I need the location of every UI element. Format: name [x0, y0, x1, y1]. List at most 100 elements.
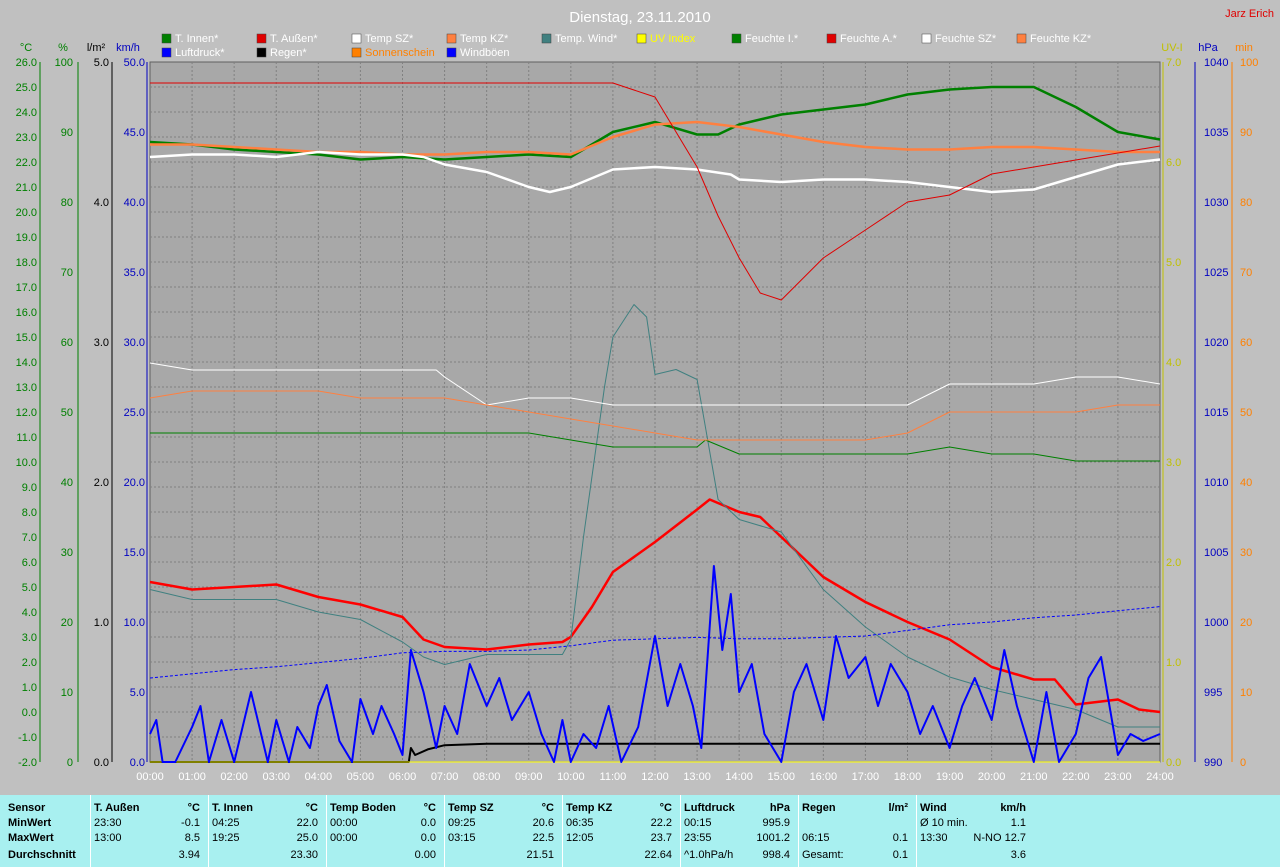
tick-label-wind: 30.0: [124, 337, 145, 349]
tick-label-sun: 40: [1240, 477, 1252, 489]
tick-label-temp: 1.0: [22, 682, 37, 694]
cell-time: 09:25: [448, 817, 476, 829]
cell-time: 19:25: [212, 832, 240, 844]
cell-time: 13:00: [94, 832, 122, 844]
legend-swatch: [446, 33, 457, 44]
tick-label-time: 19:00: [936, 771, 964, 783]
series-line-7: [149, 362, 1161, 406]
axis-unit-rain: l/m²: [87, 42, 106, 54]
tick-label-sun: 80: [1240, 197, 1252, 209]
group-unit: km/h: [1000, 802, 1026, 814]
tick-label-time: 12:00: [641, 771, 669, 783]
column-divider: [916, 795, 917, 867]
axis-unit-humidity: %: [58, 42, 68, 54]
legend-label: Luftdruck*: [175, 47, 225, 59]
tick-label-time: 21:00: [1020, 771, 1048, 783]
tick-label-temp: 19.0: [16, 232, 37, 244]
group-unit: l/m²: [888, 802, 908, 814]
series-line-5: [150, 82, 1161, 301]
tick-label-sun: 10: [1240, 687, 1252, 699]
legend-label: UV Index: [650, 33, 696, 45]
tick-label-humidity: 0: [67, 757, 73, 769]
cell-value: 22.64: [644, 849, 672, 861]
tick-label-temp: 4.0: [22, 607, 37, 619]
tick-label-uv: 4.0: [1166, 357, 1181, 369]
tick-label-wind: 0.0: [130, 757, 145, 769]
axis-unit-sun: min: [1235, 42, 1253, 54]
tick-label-time: 13:00: [683, 771, 711, 783]
column-divider: [680, 795, 681, 867]
cell-value: 20.6: [532, 817, 554, 829]
cell-value: 0.0: [420, 832, 436, 844]
legend-swatch: [161, 33, 172, 44]
tick-label-temp: 23.0: [16, 132, 37, 144]
legend-label: Temp SZ*: [365, 33, 414, 45]
group-unit: °C: [423, 802, 436, 814]
cell-value: 8.5: [184, 832, 200, 844]
series-line-6: [150, 432, 1160, 462]
cell-value: 0.0: [420, 817, 436, 829]
tick-label-wind: 40.0: [124, 197, 145, 209]
tick-label-time: 00:00: [136, 771, 164, 783]
summary-table: Sensor MinWert MaxWert Durchschnitt T. Außen…: [0, 795, 1280, 867]
group-header: Wind: [920, 802, 947, 814]
tick-label-humidity: 80: [61, 197, 73, 209]
cell-time: 00:00: [330, 817, 358, 829]
cell-value: 1.1: [1010, 817, 1026, 829]
legend-label: Temp. Wind*: [555, 33, 618, 45]
tick-label-temp: 16.0: [16, 307, 37, 319]
tick-label-time: 09:00: [515, 771, 543, 783]
group-unit: °C: [305, 802, 318, 814]
series-line-12: [149, 565, 1161, 763]
legend-swatch: [826, 33, 837, 44]
series-line-10: [150, 742, 1160, 763]
tick-label-temp: 18.0: [16, 257, 37, 269]
legend-swatch: [256, 33, 267, 44]
legend-swatch: [351, 47, 362, 58]
cell-time: 12:05: [566, 832, 594, 844]
cell-value: 3.94: [178, 849, 200, 861]
legend-swatch: [446, 47, 457, 58]
tick-label-temp: -1.0: [18, 732, 37, 744]
cell-value: 0.1: [892, 849, 908, 861]
tick-label-temp: 15.0: [16, 332, 37, 344]
legend-label: Feuchte A.*: [840, 33, 898, 45]
legend-swatch: [541, 33, 552, 44]
tick-label-humidity: 30: [61, 547, 73, 559]
group-unit: °C: [187, 802, 200, 814]
tick-label-humidity: 70: [61, 267, 73, 279]
tick-label-time: 06:00: [389, 771, 417, 783]
tick-label-wind: 5.0: [130, 687, 145, 699]
tick-label-sun: 50: [1240, 407, 1252, 419]
tick-label-temp: 6.0: [22, 557, 37, 569]
series-line-0: [149, 498, 1161, 714]
tick-label-temp: 12.0: [16, 407, 37, 419]
tick-label-wind: 10.0: [124, 617, 145, 629]
tick-label-pressure: 995: [1204, 687, 1222, 699]
series-line-1: [149, 304, 1160, 728]
row-label: MaxWert: [8, 832, 54, 844]
tick-label-uv: 7.0: [1166, 57, 1181, 69]
column-divider: [208, 795, 209, 867]
legend-label: Windböen: [460, 47, 510, 59]
cell-value: 23.7: [650, 832, 672, 844]
tick-label-time: 17:00: [852, 771, 880, 783]
cell-time: 00:15: [684, 817, 712, 829]
cell-time: Ø 10 min.: [920, 817, 968, 829]
group-header: T. Außen: [94, 802, 140, 814]
tick-label-temp: 7.0: [22, 532, 37, 544]
tick-label-uv: 6.0: [1166, 157, 1181, 169]
legend-label: Feuchte KZ*: [1030, 33, 1092, 45]
tick-label-temp: 8.0: [22, 507, 37, 519]
cell-time: ^1.0hPa/h: [684, 849, 734, 861]
cell-value: 1001.2: [756, 832, 790, 844]
author-label: Jarz Erich: [1225, 8, 1274, 20]
tick-label-pressure: 1005: [1204, 547, 1228, 559]
legend-label: Feuchte I.*: [745, 33, 799, 45]
row-label: Sensor: [8, 802, 46, 814]
series-line-8: [149, 390, 1160, 441]
tick-label-temp: 26.0: [16, 57, 37, 69]
tick-label-humidity: 40: [61, 477, 73, 489]
tick-label-temp: 17.0: [16, 282, 37, 294]
tick-label-humidity: 50: [61, 407, 73, 419]
